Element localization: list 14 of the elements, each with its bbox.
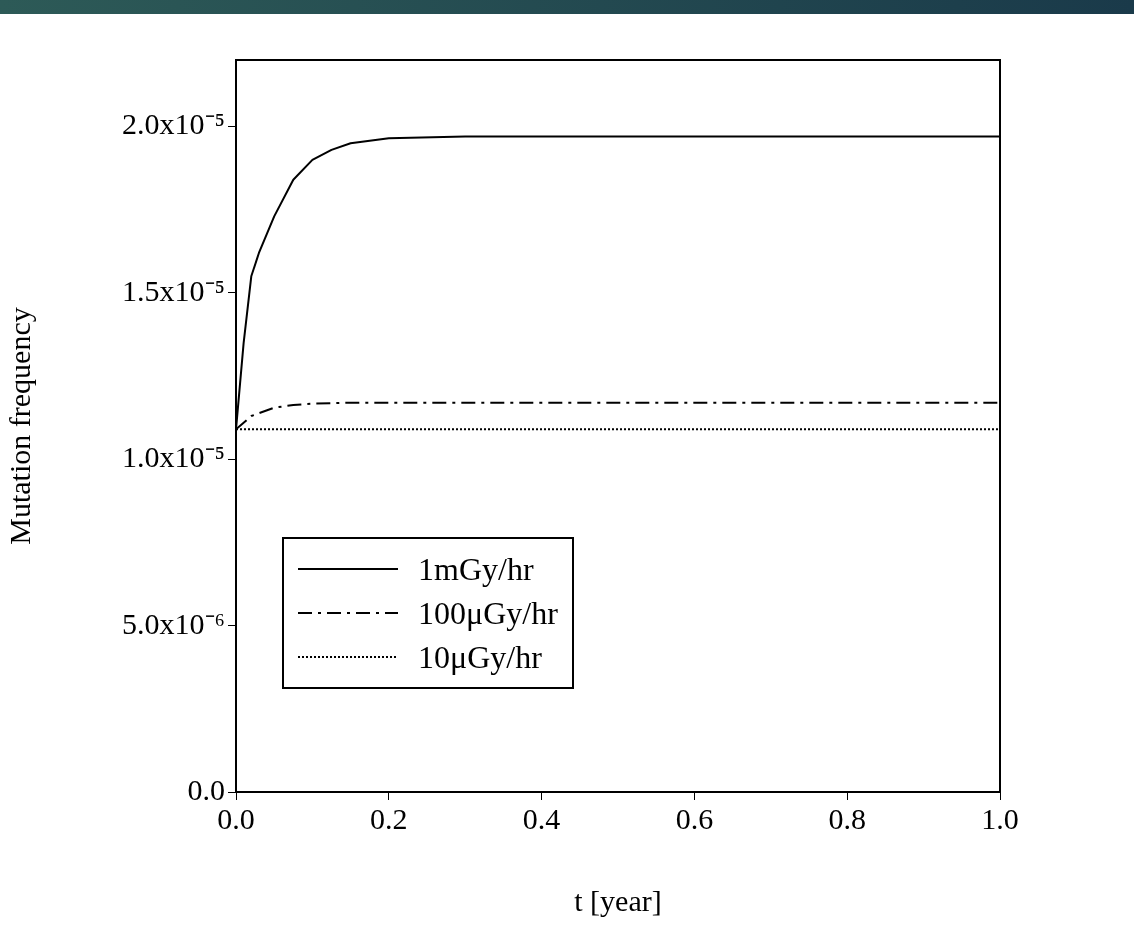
y-tick-label: 1.5x10⁻⁵: [122, 273, 225, 307]
x-tick-label: 1.0: [981, 801, 1019, 835]
x-tick-label: 0.8: [828, 801, 866, 835]
x-axis-title: t [year]: [574, 883, 662, 917]
x-tick-label: 0.2: [370, 801, 408, 835]
legend-label: 100μGy/hr: [418, 594, 558, 632]
y-tick-label: 5.0x10⁻⁶: [122, 606, 225, 640]
x-tick-label: 0.4: [522, 801, 561, 835]
legend-label: 10μGy/hr: [418, 638, 542, 676]
y-tick-label: 2.0x10⁻⁵: [122, 107, 225, 141]
y-axis-title: Mutation frequency: [2, 307, 36, 545]
y-tick-label: 1.0x10⁻⁵: [122, 440, 225, 474]
x-tick-label: 0.6: [675, 801, 714, 835]
legend-label: 1mGy/hr: [418, 550, 534, 588]
